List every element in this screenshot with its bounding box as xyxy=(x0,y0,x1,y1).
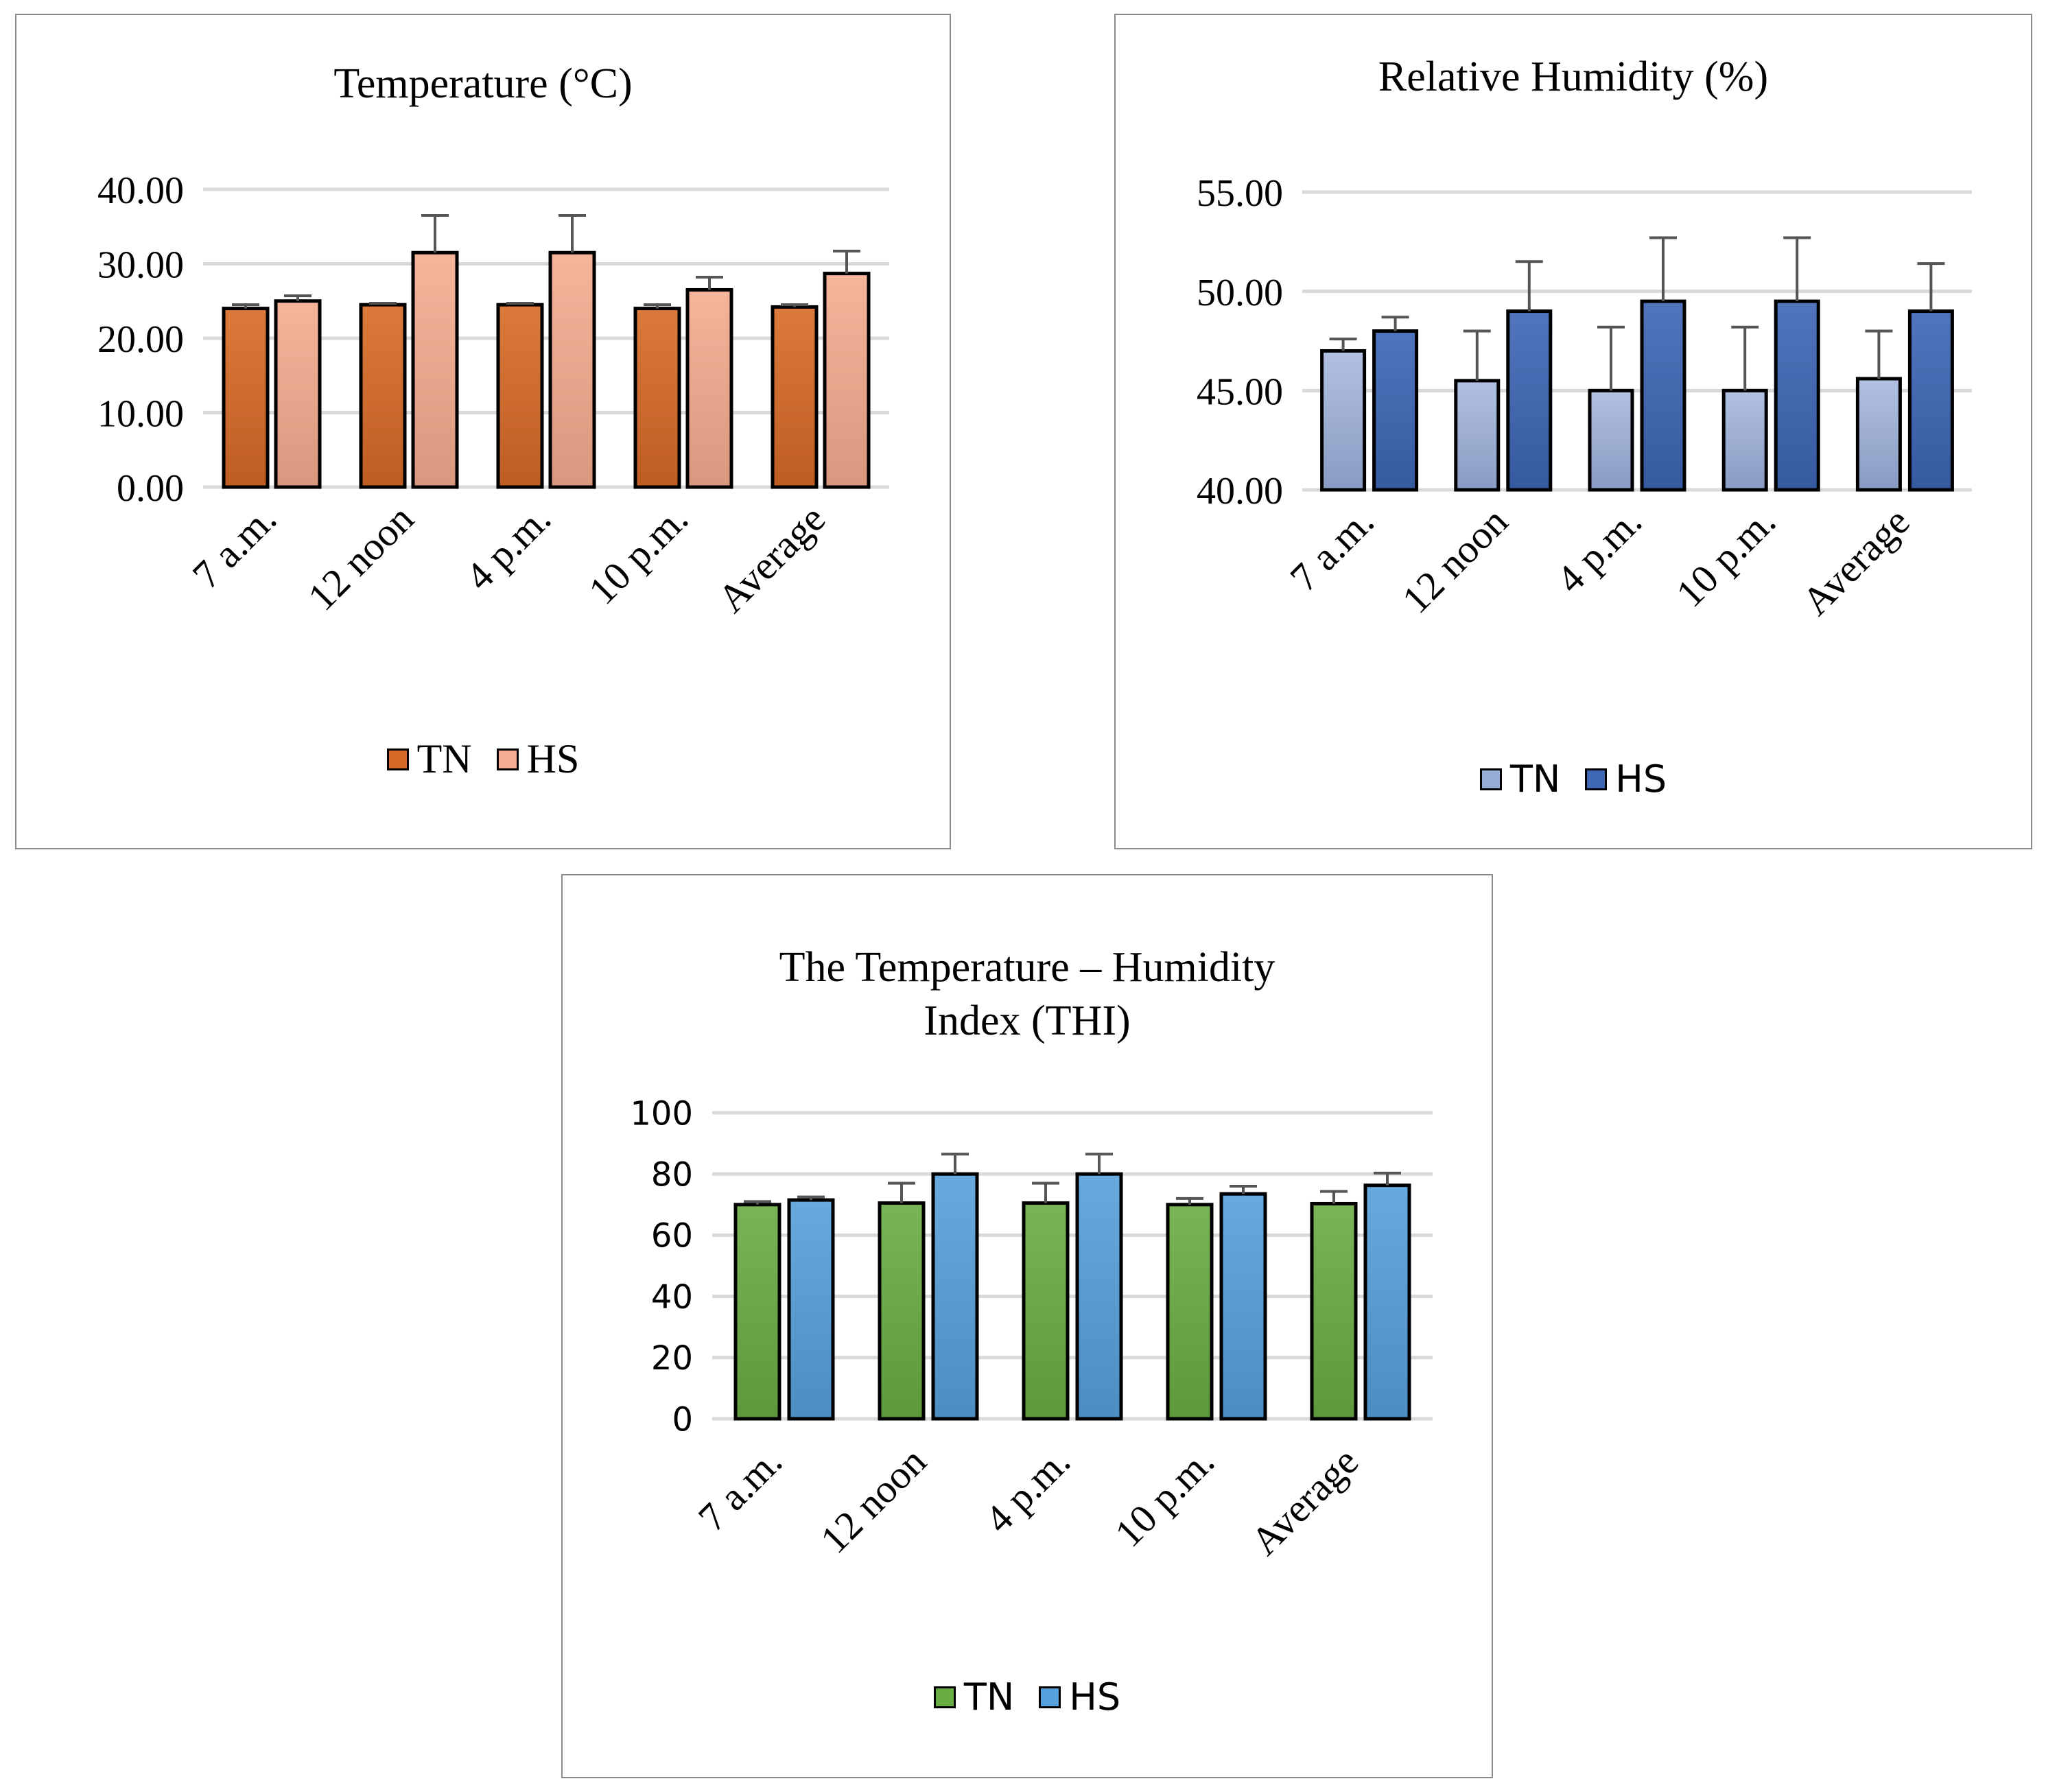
chart-legend: TN HS xyxy=(16,735,950,783)
bar-hs xyxy=(1774,299,1820,492)
y-tick-label: 40 xyxy=(651,1278,693,1317)
y-tick-label: 100 xyxy=(630,1094,693,1133)
legend-item-tn: TN xyxy=(1479,757,1561,801)
y-tick-label: 60 xyxy=(651,1217,693,1255)
bar-hs xyxy=(1363,1183,1411,1421)
bar-tn xyxy=(496,303,544,489)
y-tick-label: 40.00 xyxy=(97,169,184,212)
legend-swatch-tn xyxy=(386,748,409,770)
legend-item-hs: HS xyxy=(496,735,580,783)
bar-hs xyxy=(1506,309,1553,492)
chart-title-line-2: Index (THI) xyxy=(924,997,1131,1044)
x-tick-label: 4 p.m. xyxy=(457,496,560,599)
bar-tn xyxy=(1855,377,1902,492)
chart-title: Relative Humidity (%) xyxy=(1378,54,1769,100)
bar-hs xyxy=(1907,309,1954,492)
bar-tn xyxy=(733,1203,781,1421)
y-tick-label: 80 xyxy=(651,1155,693,1194)
y-tick-label: 30.00 xyxy=(97,244,184,287)
humidity-bar-chart: 40.00 45.00 50.00 55.00 7 a.m. 12 noon 4 p.m. 1… xyxy=(1197,172,1972,624)
x-tick-label: Average xyxy=(1242,1439,1367,1564)
legend-label-hs: HS xyxy=(1069,1675,1121,1719)
temperature-bar-chart: 0.00 10.00 20.00 30.00 40.00 7 a.m. 12 noon 4 p… xyxy=(97,169,889,621)
legend-item-tn: TN xyxy=(386,735,472,783)
bar-tn xyxy=(1454,379,1501,492)
bar-tn xyxy=(1721,388,1768,492)
thi-chart-panel: The Temperature – Humidity Index (THI) 0… xyxy=(561,874,1493,1778)
x-tick-label: 10 p.m. xyxy=(1667,499,1784,615)
thi-bar-chart: 0 20 40 60 80 100 7 a.m. 12 noon 4 p.m. 10 p.m. Av… xyxy=(630,1094,1433,1564)
legend-label-hs: HS xyxy=(526,736,580,781)
legend-label-tn: TN xyxy=(416,736,472,781)
x-tick-label: Average xyxy=(1794,499,1918,624)
y-tick-label: 55.00 xyxy=(1197,172,1283,215)
x-tick-label: 12 noon xyxy=(299,496,422,619)
y-tick-label: 0.00 xyxy=(117,467,184,510)
chart-title: The Temperature – Humidity Index (THI) xyxy=(563,941,1492,1048)
x-tick-label: 7 a.m. xyxy=(184,496,285,597)
x-tick-label: 4 p.m. xyxy=(976,1439,1079,1542)
y-tick-label: 40.00 xyxy=(1197,470,1283,512)
y-tick-label: 50.00 xyxy=(1197,272,1283,314)
legend-item-tn: TN xyxy=(933,1675,1015,1719)
x-tick-label: 7 a.m. xyxy=(690,1439,790,1540)
y-tick-label: 10.00 xyxy=(97,393,184,436)
x-tick-label: 4 p.m. xyxy=(1548,499,1651,602)
x-tick-label: 10 p.m. xyxy=(580,496,696,613)
bar-hs xyxy=(548,250,596,489)
x-tick-label: 12 noon xyxy=(812,1439,934,1561)
x-tick-label: 7 a.m. xyxy=(1281,499,1382,600)
bar-tn xyxy=(1310,1201,1358,1421)
bar-hs xyxy=(411,250,459,489)
bar-hs xyxy=(823,272,871,489)
legend-item-hs: HS xyxy=(1039,1675,1120,1719)
y-tick-label: 20.00 xyxy=(97,318,184,361)
legend-swatch-hs xyxy=(496,748,519,770)
y-tick-label: 45.00 xyxy=(1197,370,1283,413)
chart-title: Temperature (°C) xyxy=(333,60,633,107)
bar-hs xyxy=(685,287,733,489)
y-tick-label: 0 xyxy=(672,1400,693,1439)
bar-tn xyxy=(1320,349,1367,492)
legend-item-hs: HS xyxy=(1585,757,1667,801)
y-tick-label: 20 xyxy=(651,1339,693,1378)
bar-tn xyxy=(633,307,681,489)
legend-swatch-hs xyxy=(1039,1686,1061,1708)
bar-hs xyxy=(1219,1192,1267,1421)
bar-hs xyxy=(931,1172,979,1421)
bar-hs xyxy=(274,299,322,489)
bar-hs xyxy=(1372,329,1419,492)
legend-swatch-tn xyxy=(933,1686,956,1708)
legend-label-tn: TN xyxy=(1509,757,1561,801)
x-tick-label: 10 p.m. xyxy=(1106,1439,1223,1555)
bar-tn xyxy=(1166,1203,1214,1421)
chart-title-line-1: The Temperature – Humidity xyxy=(779,944,1275,991)
legend-swatch-tn xyxy=(1479,768,1502,790)
bar-tn xyxy=(359,303,407,489)
bar-hs xyxy=(1640,299,1686,492)
bar-hs xyxy=(1075,1172,1123,1421)
bar-tn xyxy=(222,307,270,489)
bar-tn xyxy=(1022,1201,1070,1421)
x-tick-label: Average xyxy=(709,496,834,621)
temperature-chart-panel: Temperature (°C) 0.00 10.00 20.00 30.00 40.0… xyxy=(15,14,951,849)
x-tick-label: 12 noon xyxy=(1394,499,1516,622)
bar-tn xyxy=(878,1201,926,1421)
legend-label-hs: HS xyxy=(1615,757,1667,801)
bar-hs xyxy=(787,1198,835,1421)
humidity-chart-panel: Relative Humidity (%) 40.00 45.00 50.00 55.… xyxy=(1114,14,2032,849)
legend-swatch-hs xyxy=(1585,768,1608,790)
bar-tn xyxy=(771,305,819,489)
bar-tn xyxy=(1588,388,1634,492)
chart-legend: TN HS xyxy=(563,1675,1492,1719)
chart-legend: TN HS xyxy=(1116,757,2031,801)
legend-label-tn: TN xyxy=(963,1675,1015,1719)
